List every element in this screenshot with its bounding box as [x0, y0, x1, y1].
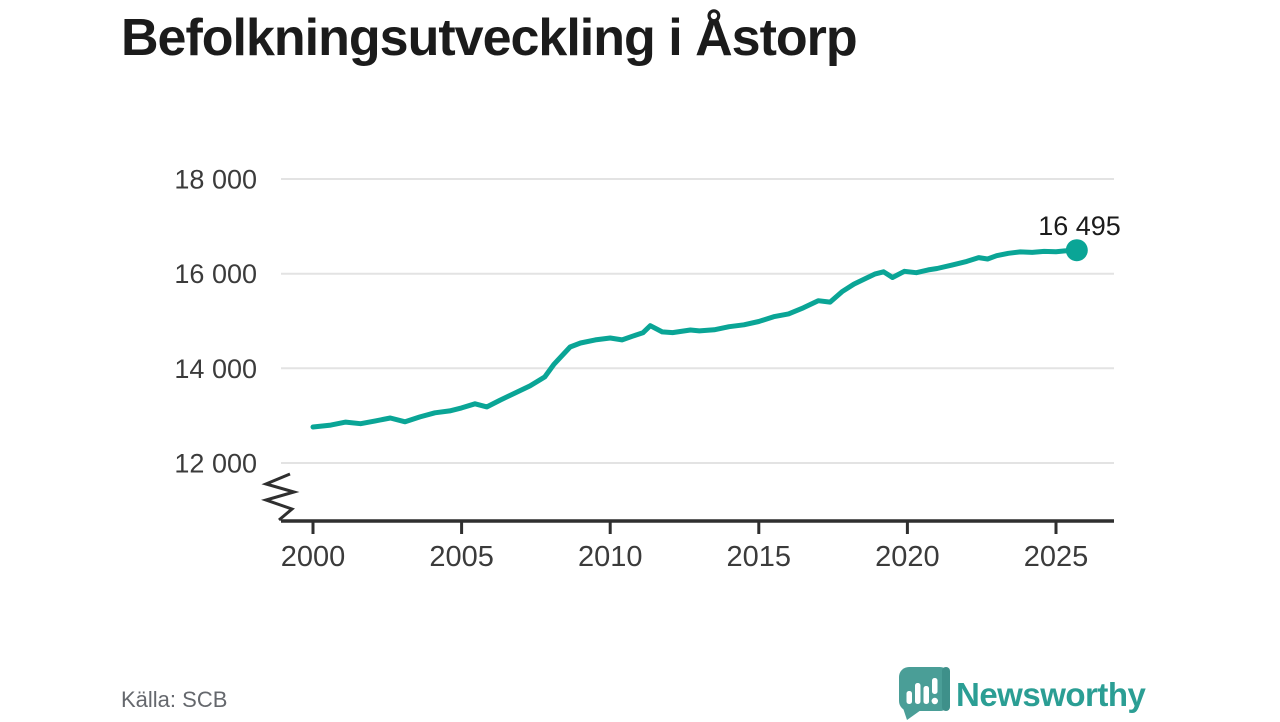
population-line — [310, 247, 1080, 430]
page-title: Befolkningsutveckling i Åstorp — [121, 9, 858, 67]
y-tick-label: 18 000 — [174, 165, 257, 195]
x-tick-label: 2005 — [429, 541, 494, 573]
newsworthy-logo-icon — [899, 667, 950, 720]
end-value-label: 16 495 — [1038, 211, 1121, 241]
y-tick-label: 16 000 — [174, 259, 257, 289]
axis-break-icon — [261, 472, 300, 522]
x-tick-label: 2015 — [727, 541, 792, 573]
y-tick-label: 14 000 — [174, 354, 257, 384]
newsworthy-wordmark: Newsworthy — [956, 676, 1146, 713]
x-tick-label: 2000 — [281, 541, 346, 573]
end-point-dot — [1065, 239, 1088, 262]
population-chart: 18 000 16 000 14 000 12 000 2000 2005 2010 2015… — [174, 165, 1121, 574]
source-label: Källa: SCB — [121, 687, 228, 712]
y-tick-label: 12 000 — [174, 449, 257, 479]
x-tick-label: 2025 — [1024, 541, 1089, 573]
newsworthy-logo: Newsworthy — [893, 662, 1163, 720]
x-tick-label: 2010 — [578, 541, 643, 573]
x-tick-label: 2020 — [875, 541, 940, 573]
